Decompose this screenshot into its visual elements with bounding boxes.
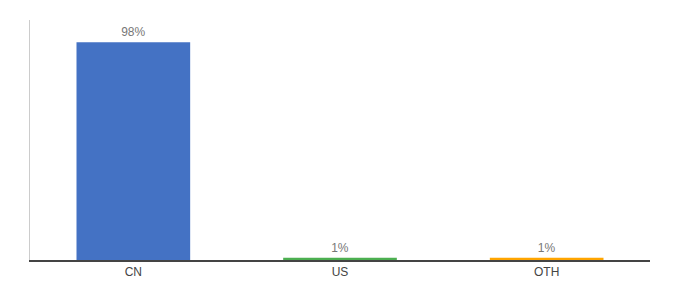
svg-text:98%: 98%: [121, 25, 145, 39]
svg-text:OTH: OTH: [534, 265, 559, 279]
svg-text:1%: 1%: [538, 241, 556, 255]
svg-text:1%: 1%: [331, 241, 349, 255]
svg-text:US: US: [332, 265, 349, 279]
svg-text:CN: CN: [125, 265, 142, 279]
